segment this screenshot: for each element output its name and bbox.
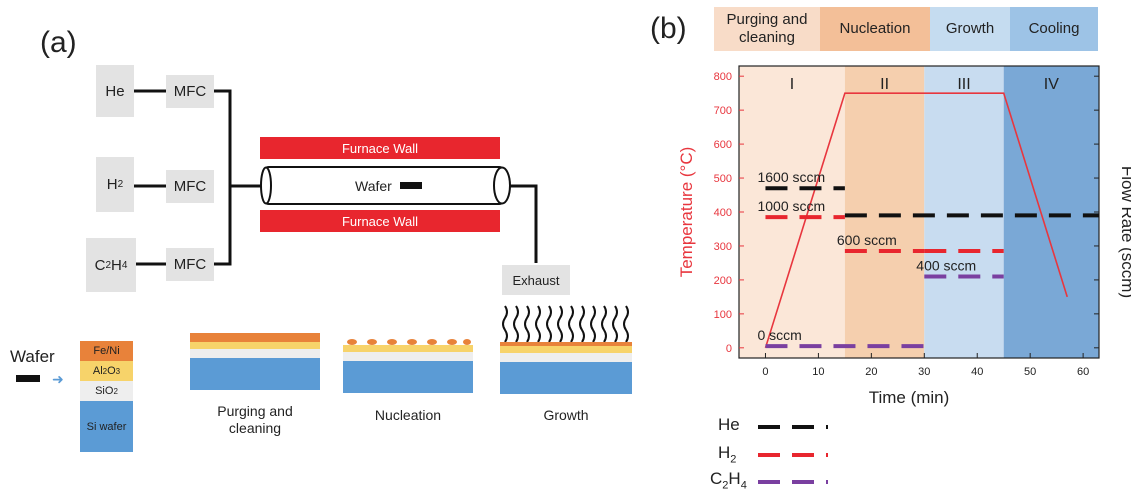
region-label-1: I <box>790 76 794 93</box>
region-label-3: III <box>957 76 970 93</box>
region-1 <box>739 66 845 358</box>
layer-feni: Fe/Ni <box>80 341 133 361</box>
layer-sio2: SiO 2 <box>80 381 133 401</box>
stage-label-nucleation: Nucleation <box>374 407 442 423</box>
region-4 <box>1003 66 1099 358</box>
legend-h2-swatch <box>758 453 828 457</box>
region-label-4: IV <box>1044 76 1059 93</box>
y-tick-label: 400 <box>714 207 732 219</box>
stage-label-growth: Growth <box>543 407 589 423</box>
mfc-h2: MFC <box>166 170 214 203</box>
wafer-label: Wafer <box>10 347 55 366</box>
gas-piping <box>134 89 538 266</box>
x-tick-label: 30 <box>918 366 930 378</box>
wafer-in-tube-marker <box>400 182 422 189</box>
x-tick-label: 10 <box>812 366 824 378</box>
flow-h2-label-1: 1000 sccm <box>757 198 825 214</box>
region-2 <box>844 66 925 358</box>
flow-he-label-1: 1600 sccm <box>757 169 825 185</box>
x-axis-title: Time (min) <box>869 388 950 407</box>
furnace-wall-bottom: Furnace Wall <box>260 210 500 232</box>
wafer-stack: Fe/Ni Al 2 O 3 SiO 2 Si wafer <box>80 341 133 452</box>
region-3 <box>924 66 1004 358</box>
x-tick-label: 20 <box>865 366 877 378</box>
mfc-c2h4: MFC <box>166 248 214 281</box>
stage-purging-illustration <box>190 333 320 390</box>
exhaust-box: Exhaust <box>502 265 570 295</box>
stage-nucleation-illustration <box>343 339 473 393</box>
flow-c2h4-label-1: 0 sccm <box>757 327 801 343</box>
y-tick-label: 800 <box>714 71 732 83</box>
arrow-icon: ➜ <box>52 371 64 387</box>
x-tick-label: 0 <box>762 366 768 378</box>
legend-he-swatch <box>758 425 828 429</box>
wafer-marker <box>16 375 40 382</box>
legend-c2h4-label: C2H4 <box>710 469 747 492</box>
y-tick-label: 700 <box>714 105 732 117</box>
wafer-in-tube-label: Wafer <box>355 178 392 194</box>
y-axis-title: Temperature (°C) <box>677 147 696 278</box>
layer-si-wafer: Si wafer <box>80 401 133 452</box>
gas-source-he: He <box>96 65 134 117</box>
stage-label-purging: Purging and cleaning <box>217 403 293 436</box>
y-tick-label: 0 <box>726 343 732 355</box>
layer-al2o3: Al 2 O 3 <box>80 361 133 381</box>
phase-growth: Growth <box>930 7 1010 51</box>
flow-c2h4-label-2: 400 sccm <box>916 258 976 274</box>
legend-c2h4-swatch <box>758 480 828 484</box>
mfc-he: MFC <box>166 75 214 108</box>
legend-h2-label: H2 <box>718 443 737 466</box>
y-tick-label: 300 <box>714 241 732 253</box>
y-tick-label: 100 <box>714 309 732 321</box>
y-axis-title-right: Flow Rate (sccm) <box>1118 166 1131 298</box>
phase-purging: Purging and cleaning <box>714 7 820 51</box>
stage-growth-illustration <box>500 305 632 394</box>
phase-nucleation: Nucleation <box>820 7 930 51</box>
x-tick-label: 60 <box>1077 366 1089 378</box>
phase-cooling: Cooling <box>1010 7 1098 51</box>
region-label-2: II <box>880 76 889 93</box>
y-tick-label: 200 <box>714 275 732 287</box>
y-tick-label: 500 <box>714 173 732 185</box>
furnace-tube <box>260 166 511 205</box>
panel-a-label: (a) <box>40 26 77 59</box>
flow-h2-label-2: 600 sccm <box>837 232 897 248</box>
furnace-wall-top: Furnace Wall <box>260 137 500 159</box>
panel-b-label: (b) <box>650 12 687 45</box>
legend-he-label: He <box>718 415 740 434</box>
x-tick-label: 50 <box>1024 366 1036 378</box>
y-tick-label: 600 <box>714 139 732 151</box>
x-tick-label: 40 <box>971 366 983 378</box>
temperature-line <box>764 92 1068 349</box>
